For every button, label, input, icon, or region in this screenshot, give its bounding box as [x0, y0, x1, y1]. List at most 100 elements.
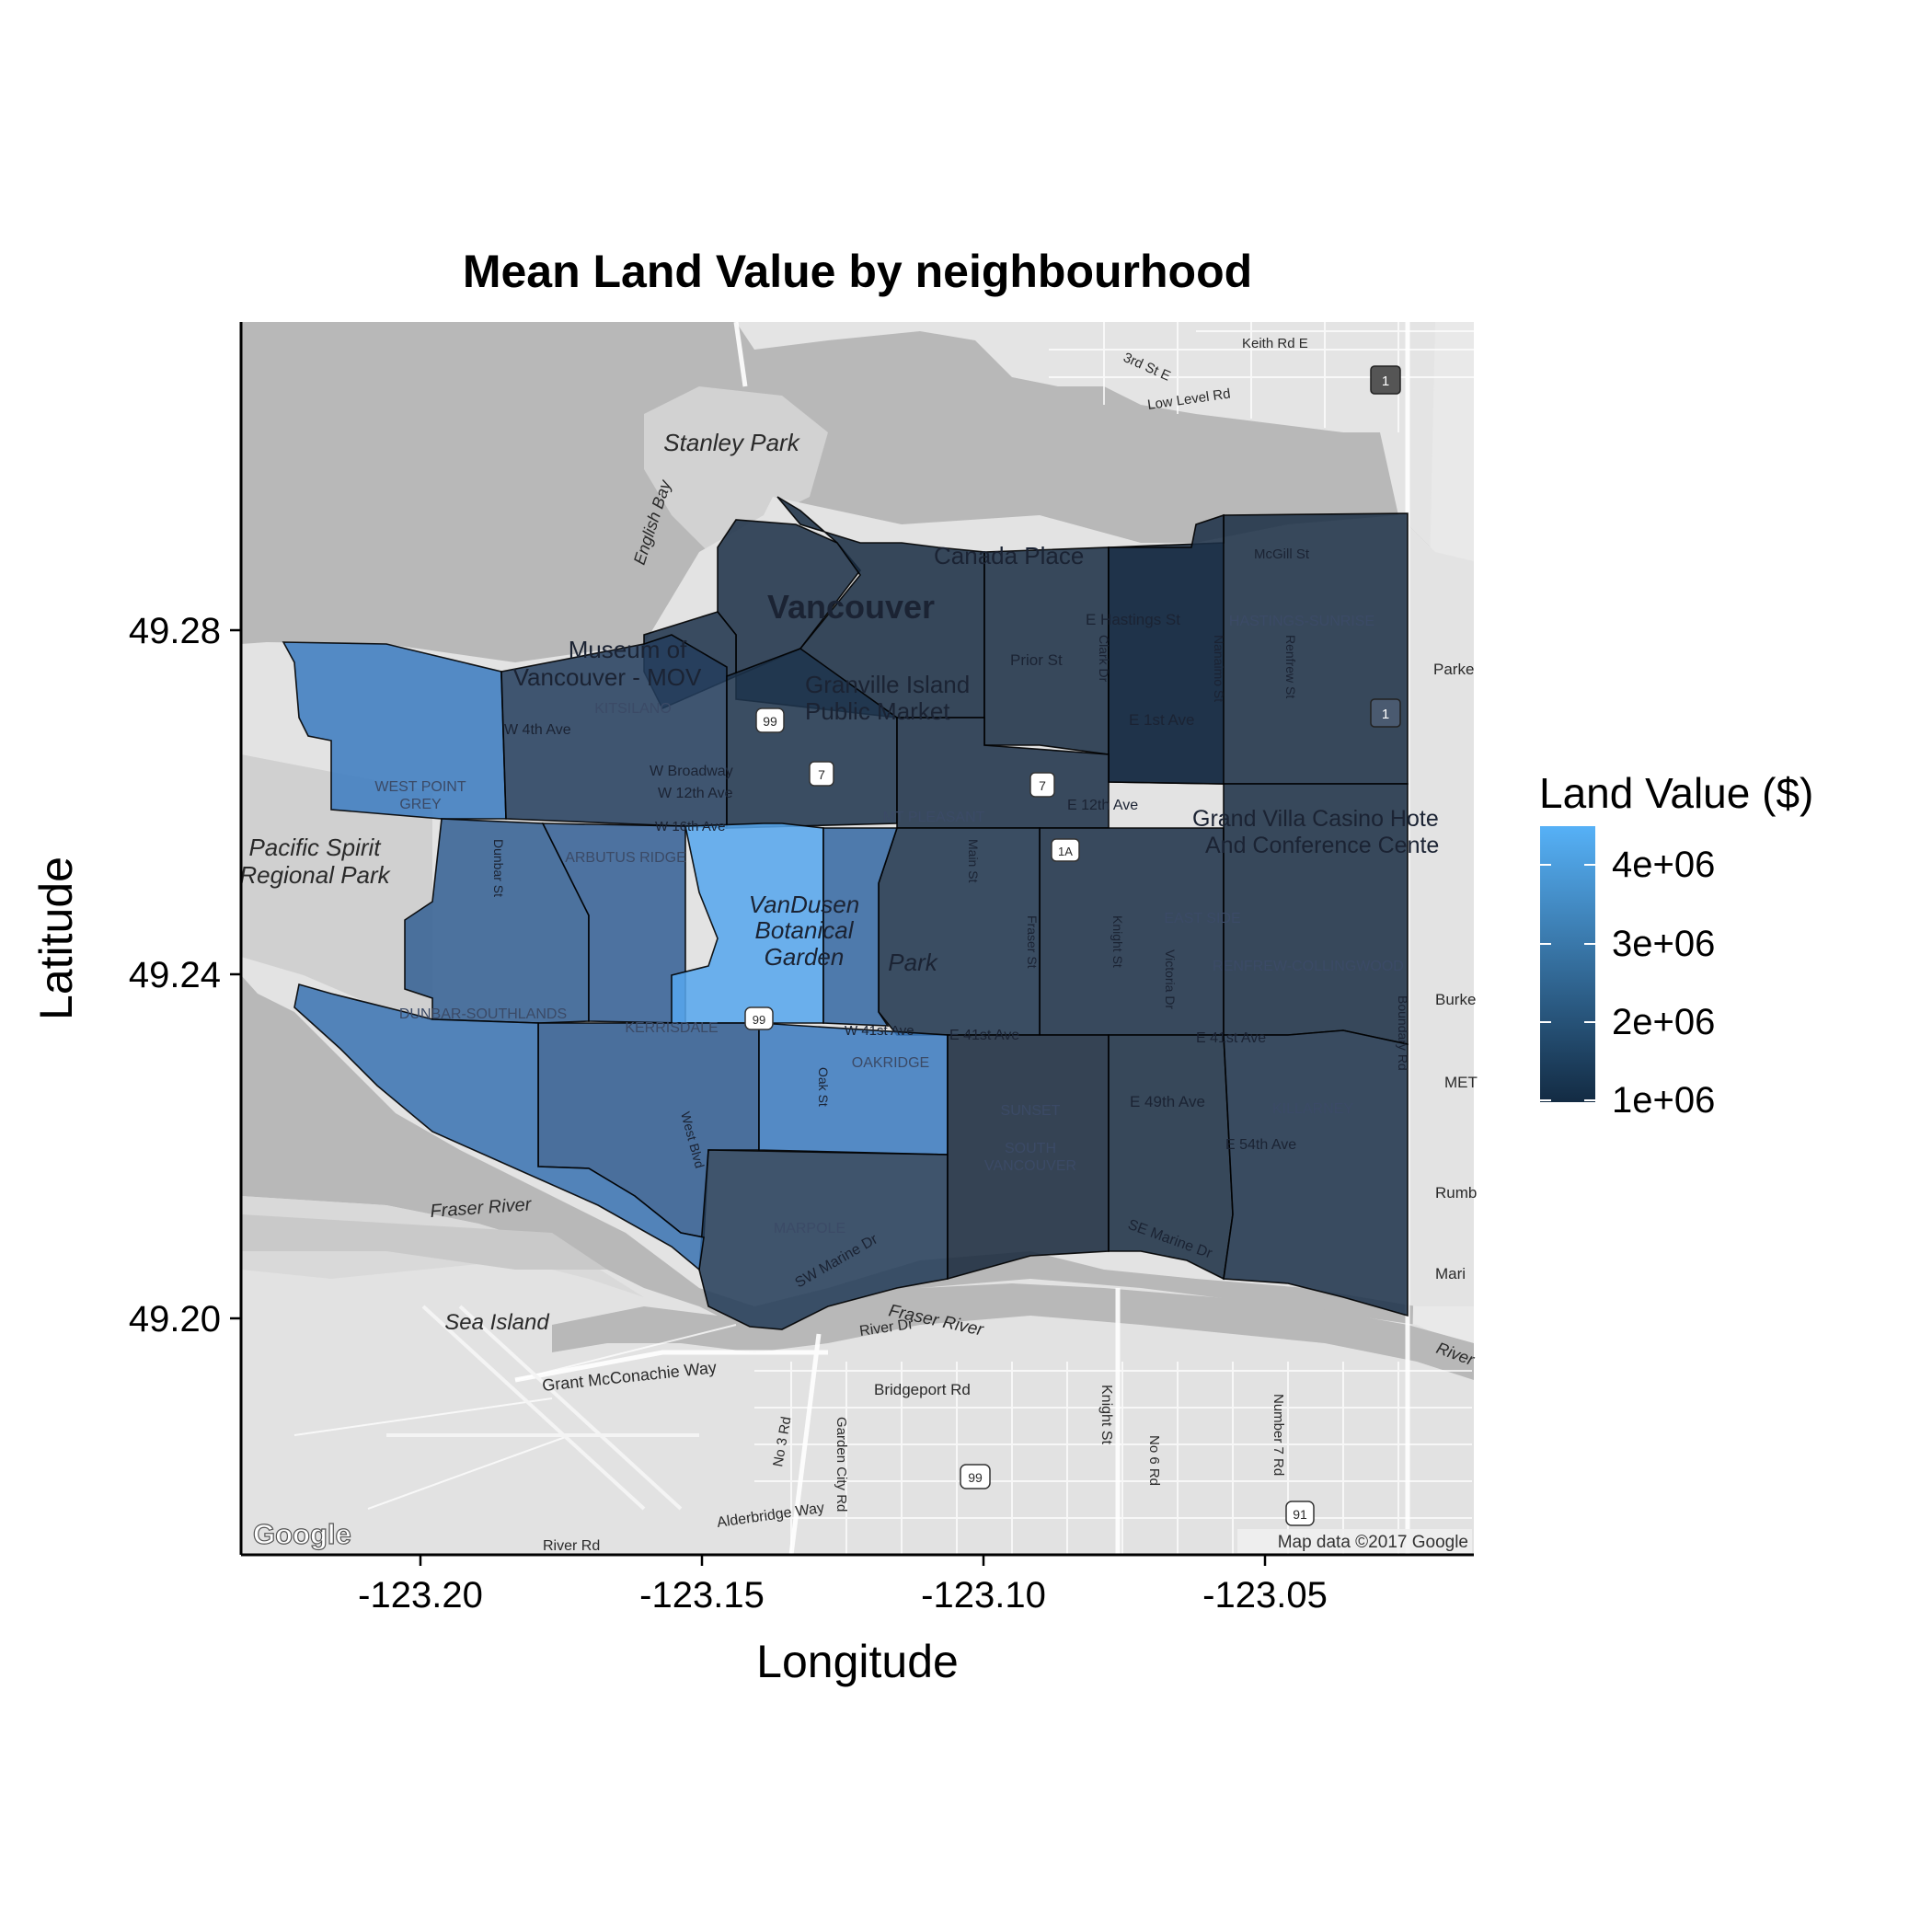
label-nb-west-point-grey-1: WEST POINT [374, 779, 466, 795]
label-rumb: Rumb [1435, 1184, 1477, 1202]
svg-text:99: 99 [968, 1470, 983, 1485]
svg-text:1A: 1A [1058, 845, 1073, 858]
label-number7: Number 7 Rd [1271, 1394, 1286, 1476]
region-southwest-ubc [293, 983, 705, 1271]
label-nb-arbutus: ARBUTUS RIDGE [565, 850, 686, 866]
label-clark: Clark Dr [1097, 635, 1111, 683]
label-nb-oakridge: OAKRIDGE [852, 1055, 929, 1071]
label-river-rd: River Rd [543, 1538, 600, 1554]
credit-background [1237, 1529, 1472, 1553]
map-credit: Map data ©2017 Google [1278, 1533, 1468, 1552]
svg-text:99: 99 [763, 714, 777, 729]
legend-label-3e6: 3e+06 [1612, 924, 1715, 964]
legend-colorbar [1540, 826, 1595, 1102]
label-nb-sunset: SUNSET [1001, 1103, 1061, 1119]
label-no6: No 6 Rd [1146, 1435, 1162, 1486]
region-west-point-grey [282, 641, 507, 820]
highway-7-shield: 7 [809, 761, 834, 787]
label-nb-south-van-1: SOUTH [1005, 1141, 1056, 1156]
label-casino-1: Grand Villa Casino Hote [1192, 806, 1439, 832]
highway-1-shield-east: 1 [1370, 698, 1401, 728]
label-victoria: Victoria Dr [1163, 949, 1178, 1009]
legend-label-2e6: 2e+06 [1612, 1002, 1715, 1042]
label-vandusen-1: VanDusen [749, 891, 859, 918]
label-mcgill: McGill St [1254, 546, 1310, 562]
north-shore-land [241, 322, 1474, 561]
label-vandusen-3: Garden [765, 943, 845, 971]
legend-label-1e6: 1e+06 [1612, 1080, 1715, 1121]
label-main: Main St [966, 839, 981, 883]
label-park: Park [888, 949, 938, 976]
highway-99-shield: 99 [755, 707, 785, 733]
region-arbutus-ridge [541, 822, 686, 1024]
label-canada-place: Canada Place [934, 542, 1084, 569]
label-nb-killarney: KILLARNEY [1272, 1101, 1353, 1117]
x-axis-title: Longitude [756, 1636, 959, 1687]
region-grandview [983, 546, 1110, 755]
y-tick-label-2: 49.24 [129, 955, 221, 995]
airport-runways [386, 1305, 699, 1511]
x-tick-label-3: -123.10 [921, 1575, 1046, 1616]
label-pacific-spirit-2: Regional Park [239, 861, 391, 889]
label-sea-island: Sea Island [444, 1310, 549, 1335]
label-prior: Prior St [1010, 651, 1063, 669]
region-south-cambie [822, 827, 899, 1027]
legend-title: Land Value ($) [1539, 769, 1813, 817]
legend-label-4e6: 4e+06 [1612, 845, 1715, 885]
region-oakridge [758, 1022, 949, 1156]
label-vancouver: Vancouver [767, 588, 935, 626]
label-nb-east-side: EAST SIDE [1164, 911, 1240, 926]
region-sunset [947, 1034, 1110, 1281]
region-east-grandview [1108, 513, 1225, 785]
label-e41st: E 41st Ave [949, 1028, 1019, 1043]
svg-text:1: 1 [1382, 707, 1389, 722]
label-w12th: W 12th Ave [658, 786, 733, 801]
label-wbroadway: W Broadway [650, 764, 733, 779]
label-stanley-park: Stanley Park [663, 429, 800, 456]
label-nb-south-van-2: VANCOUVER [984, 1158, 1076, 1174]
label-granville-2: Public Market [805, 697, 950, 725]
label-knight: Knight St [1110, 915, 1125, 968]
pacific-spirit-land [241, 754, 432, 1021]
label-bridgeport: Bridgeport Rd [874, 1381, 971, 1398]
label-w16th: W 16th Ave [655, 819, 725, 834]
label-boundary: Boundary Rd [1396, 995, 1410, 1071]
fraser-river-north-arm [241, 1214, 607, 1270]
label-nb-kitsilano: KITSILANO [594, 701, 672, 717]
label-museum-2: Vancouver - MOV [513, 663, 702, 691]
region-kitsilano [500, 634, 728, 829]
y-tick-label-1: 49.28 [129, 611, 221, 651]
svg-text:7: 7 [818, 767, 825, 782]
highway-1a-shield: 1A [1051, 838, 1080, 862]
label-e49th: E 49th Ave [1130, 1093, 1205, 1110]
label-nb-mt-pleasant: MT PLEASANT [883, 810, 985, 825]
label-knight-south: Knight St [1098, 1385, 1114, 1444]
label-nb-kerrisdale: KERRISDALE [625, 1020, 718, 1036]
label-nanaimo: Nanaimo St [1212, 635, 1226, 702]
label-hastings: E Hastings St [1086, 611, 1180, 628]
y-axis-title: Latitude [30, 857, 82, 1020]
label-pacific-spirit-1: Pacific Spirit [248, 834, 382, 861]
highway-7-shield-east: 7 [1029, 772, 1055, 798]
label-nb-west-point-grey-2: GREY [399, 797, 442, 812]
highway-91-shield: 91 [1285, 1501, 1315, 1526]
highway-1-shield: 1 [1370, 365, 1401, 395]
label-vandusen-2: Botanical [755, 916, 855, 944]
label-fraser: Fraser St [1025, 915, 1040, 969]
svg-text:7: 7 [1039, 778, 1046, 793]
fraser-river [552, 1283, 1474, 1380]
label-dunbar: Dunbar St [491, 839, 506, 897]
label-e54th: E 54th Ave [1225, 1137, 1296, 1153]
label-w41st: W 41st Ave [845, 1023, 914, 1039]
label-renfrew: Renfrew St [1283, 635, 1298, 698]
region-riley-park [878, 827, 1041, 1036]
label-met: MET [1444, 1074, 1478, 1091]
label-e12th: E 12th Ave [1067, 798, 1138, 813]
legend-ticks [1540, 864, 1595, 1101]
label-nb-hastings: HASTINGS-SUNRISE [1229, 614, 1374, 629]
label-burke: Burke [1435, 991, 1476, 1008]
label-casino-2: And Conference Cente [1205, 833, 1439, 858]
legend: Land Value ($) 4e+06 3e+06 2e+06 1e+06 [1539, 769, 1813, 1121]
google-logo: Google [253, 1518, 351, 1550]
